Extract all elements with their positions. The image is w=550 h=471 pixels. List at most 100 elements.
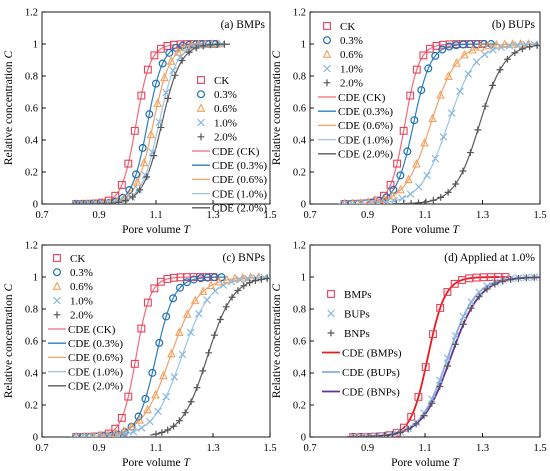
data-point-1.0% [472, 58, 481, 66]
data-point-1.0% [447, 109, 456, 118]
data-point-BMPs [436, 303, 445, 312]
x-tick-label: 1.5 [263, 210, 276, 221]
data-point-0.3% [424, 64, 433, 73]
data-point-2.0% [257, 275, 265, 283]
data-point-2.0% [392, 200, 400, 204]
y-axis-label: Relative concentration C [3, 51, 15, 166]
legend-label: CDE (2.0%) [68, 381, 123, 393]
y-tick-label: 0.8 [25, 72, 38, 83]
y-tick-label: 0 [33, 433, 38, 444]
data-point-2.0% [93, 200, 101, 204]
data-point-0.3% [403, 147, 412, 156]
legend-label: CDE (1.0%) [338, 134, 393, 146]
data-point-CK [137, 91, 146, 100]
x-axis-label: Pore volume T [391, 224, 460, 236]
legend-label: 0.3% [340, 35, 363, 47]
data-point-CK [143, 65, 152, 74]
data-point-2.0% [129, 193, 137, 201]
data-point-BNPs [365, 433, 373, 437]
y-tick-label: 0.4 [25, 136, 39, 147]
x-axis-label: Pore volume T [122, 224, 191, 236]
x-tick-label: 1.1 [418, 443, 431, 454]
data-point-1.0% [88, 432, 97, 437]
data-point-2.0% [136, 186, 144, 194]
data-point-0.6% [436, 90, 445, 99]
data-point-0.6% [198, 286, 208, 295]
data-point-BNPs [404, 425, 412, 433]
data-point-2.0% [178, 57, 186, 64]
x-tick-label: 1.3 [476, 443, 489, 454]
data-point-BNPs [381, 432, 389, 437]
data-point-2.0% [474, 126, 482, 134]
data-point-2.0% [422, 198, 430, 204]
y-axis-label: Relative concentration C [271, 51, 283, 166]
data-point-BMPs [414, 392, 423, 401]
data-point-2.0% [86, 200, 94, 204]
legend-label: 0.6% [70, 281, 93, 293]
data-point-0.6% [396, 184, 405, 194]
legend-swatch-marker [197, 90, 206, 99]
data-point-2.0% [152, 430, 160, 437]
data-point-0.3% [148, 368, 157, 377]
y-axis-label: Relative concentration C [3, 284, 15, 399]
data-point-1.0% [381, 198, 390, 204]
data-point-BMPs [443, 288, 452, 296]
data-point-1.0% [195, 309, 203, 318]
legend: CK 0.3% 0.6% 1.0% 2.0% CDE (CK) CDE (0.3%) CDE … [48, 253, 123, 393]
data-point-0.6% [341, 198, 348, 204]
data-point-BUPs [428, 395, 436, 403]
data-point-BUPs [443, 354, 452, 362]
data-point-0.3% [134, 412, 143, 421]
x-tick-label: 1.5 [263, 443, 276, 454]
data-point-1.0% [357, 199, 365, 204]
x-tick-label: 0.9 [361, 443, 374, 454]
data-point-2.0% [489, 81, 497, 89]
data-point-CK [150, 284, 159, 293]
data-point-2.0% [211, 331, 218, 339]
legend-label: CDE (0.3%) [212, 160, 267, 172]
data-point-2.0% [170, 422, 177, 430]
legend-label: 1.0% [214, 117, 237, 129]
data-point-1.0% [186, 328, 195, 337]
data-point-1.0% [170, 373, 179, 381]
legend-swatch-marker [53, 311, 61, 319]
plot-area [347, 273, 540, 437]
y-tick-label: 1 [33, 273, 38, 284]
legend-swatch-marker [197, 118, 205, 127]
data-point-0.3% [155, 338, 164, 347]
data-point-2.0% [429, 196, 437, 204]
data-point-BNPs [507, 276, 515, 283]
legend-swatch-marker [323, 36, 332, 45]
data-point-0.6% [238, 272, 248, 282]
data-point-2.0% [108, 199, 115, 204]
legend-label: CDE (BUPs) [342, 367, 400, 379]
data-point-CK [406, 91, 415, 100]
data-point-1.0% [154, 407, 162, 416]
legend-label: CDE (CK) [68, 324, 116, 336]
data-point-1.0% [244, 274, 252, 283]
legend-label: CDE (1.0%) [68, 366, 123, 378]
y-tick-label: 0.4 [293, 136, 307, 147]
panel-title: (b) BUPs [492, 19, 536, 31]
data-point-0.3% [158, 59, 167, 68]
chart-panel-4: 0 0.2 0.4 0.6 0.8 1 1.2 0.7 0.9 1.1 1.3 1.5 Pore vol… [271, 241, 547, 470]
data-point-0.6% [420, 137, 429, 147]
data-point-BNPs [522, 274, 530, 282]
data-point-BNPs [412, 420, 420, 428]
plot-area [338, 38, 540, 204]
data-point-2.0% [228, 293, 236, 301]
data-point-1.0% [148, 148, 157, 157]
legend-label: 0.6% [214, 103, 237, 115]
legend-label: CK [340, 21, 355, 33]
data-point-2.0% [101, 200, 108, 204]
legend-label: CK [70, 253, 85, 265]
y-tick-label: 1.2 [293, 8, 306, 19]
data-point-1.0% [497, 43, 506, 52]
y-tick-label: 0.8 [293, 305, 306, 316]
chart-panel-1: 0 0.2 0.4 0.6 0.8 1 1.2 0.7 0.9 1.1 1.3 1.5 Pore vol… [3, 8, 277, 237]
data-point-0.6% [428, 113, 437, 123]
data-point-CK [124, 392, 133, 401]
legend-swatch-marker [323, 64, 331, 73]
data-point-0.3% [162, 312, 171, 321]
